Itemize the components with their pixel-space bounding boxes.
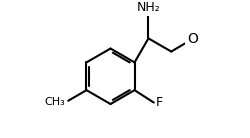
Text: NH₂: NH₂ <box>136 1 160 14</box>
Text: CH₃: CH₃ <box>45 97 66 107</box>
Text: F: F <box>156 96 163 109</box>
Text: O: O <box>188 32 198 46</box>
